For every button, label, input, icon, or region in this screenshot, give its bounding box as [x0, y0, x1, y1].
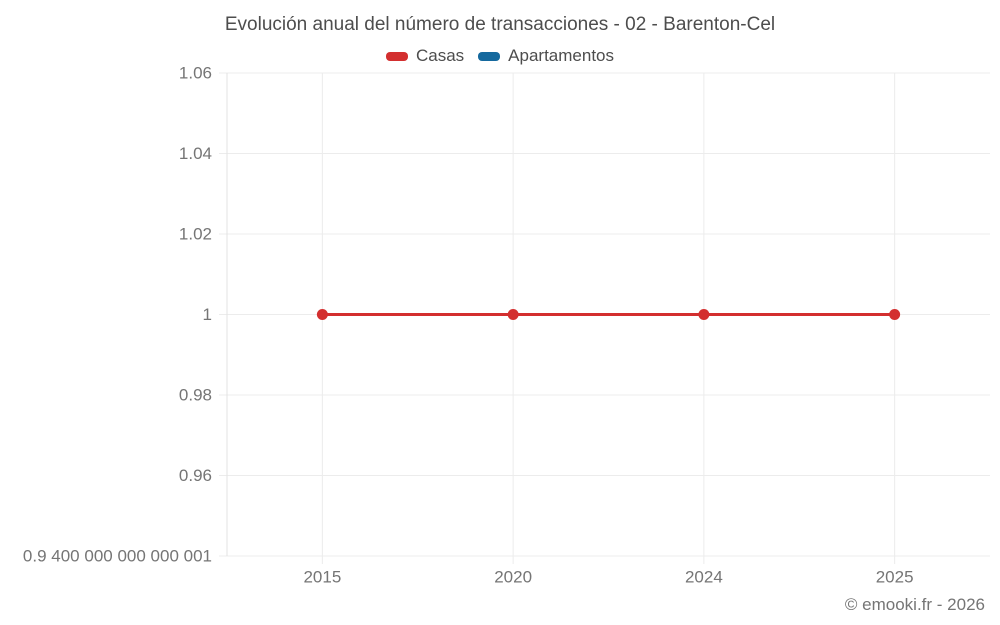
legend-item-label: Apartamentos: [508, 46, 615, 65]
y-axis-tick-label: 1.06: [179, 64, 212, 83]
legend-item-casas[interactable]: Casas: [385, 46, 465, 66]
chart-title: Evolución anual del número de transaccio…: [224, 14, 776, 35]
x-axis-tick-label: 2015: [303, 568, 341, 587]
data-point-casas[interactable]: [316, 309, 328, 320]
data-point-casas[interactable]: [507, 309, 519, 320]
y-axis-tick-label: 0.9 400 000 000 000 001: [23, 547, 212, 566]
legend-item-label: Casas: [415, 46, 465, 65]
data-point-casas[interactable]: [698, 309, 710, 320]
x-axis-tick-label: 2020: [494, 568, 532, 587]
y-axis-tick-label: 1.02: [179, 225, 212, 244]
x-axis-tick-label: 2024: [685, 568, 723, 587]
y-axis-tick-label: 1: [203, 305, 212, 324]
y-axis-tick-label: 0.98: [179, 386, 212, 405]
y-axis-tick-label: 1.04: [179, 144, 212, 163]
legend-swatch-icon: [385, 51, 408, 61]
x-axis-tick-label: 2025: [876, 568, 914, 587]
data-point-casas[interactable]: [889, 309, 901, 320]
y-axis-tick-label: 0.96: [179, 466, 212, 485]
legend: Casas Apartamentos: [0, 46, 1000, 66]
legend-item-apartamentos[interactable]: Apartamentos: [478, 46, 614, 66]
credit-footer: © emooki.fr - 2026: [844, 595, 985, 614]
legend-swatch-icon: [478, 51, 501, 61]
